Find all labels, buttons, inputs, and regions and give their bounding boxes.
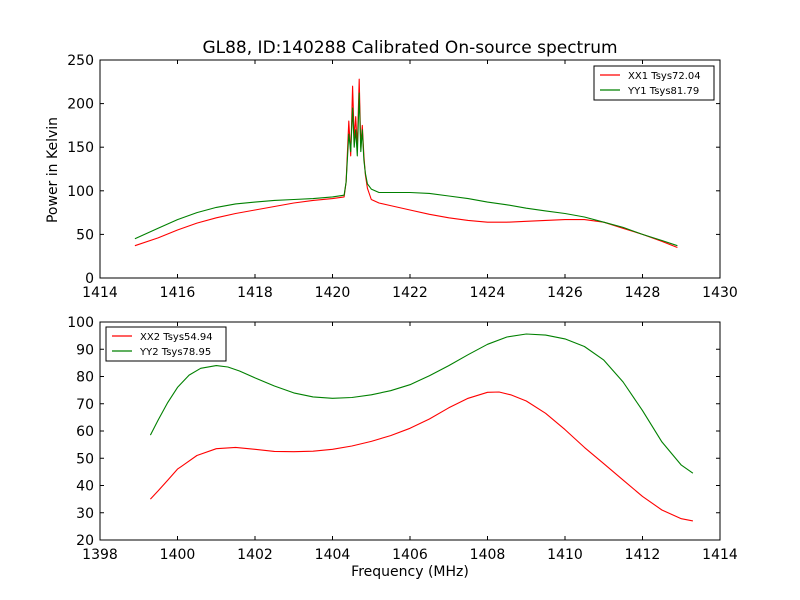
bottom-y-tick-label: 100 — [67, 315, 94, 331]
bottom-x-tick-label: 1410 — [547, 547, 583, 563]
top-y-tick-label: 0 — [85, 271, 94, 287]
bottom-x-tick-label: 1402 — [237, 547, 273, 563]
bottom-series-line-1 — [149, 391, 694, 522]
bottom-x-tick-label: 1414 — [702, 547, 738, 563]
bottom-x-tick-label: 1404 — [315, 547, 351, 563]
top-x-tick-label: 1430 — [702, 285, 738, 301]
top-x-tick-label: 1418 — [237, 285, 273, 301]
bottom-panel: 1398 1400 1402 1404 1406 1408 1410 1412 1414 20 30… — [67, 315, 738, 563]
top-x-tick-label: 1416 — [160, 285, 196, 301]
top-y-tick-label: 50 — [76, 227, 94, 243]
top-x-tick-label: 1428 — [625, 285, 661, 301]
bottom-x-tick-label: 1408 — [470, 547, 506, 563]
bottom-x-tick-label: 1412 — [625, 547, 661, 563]
top-x-tick-label: 1414 — [82, 285, 118, 301]
bottom-series-line-2 — [149, 333, 694, 474]
top-legend-label-2: YY1 Tsys81.79 — [627, 86, 699, 97]
bottom-y-tick-label: 20 — [76, 533, 94, 549]
bottom-x-tick-label: 1406 — [392, 547, 428, 563]
top-y-tick-label: 200 — [67, 97, 94, 113]
top-panel: 1414 1416 1418 1420 1422 1424 1426 1428 1430 0 50 1… — [67, 53, 738, 301]
top-y-axis-label: Power in Kelvin — [45, 117, 61, 223]
top-x-tick-label: 1424 — [470, 285, 506, 301]
top-y-tick-label: 100 — [67, 184, 94, 200]
top-x-tick-label: 1426 — [547, 285, 583, 301]
top-x-tick-label: 1420 — [315, 285, 351, 301]
top-y-tick-label: 250 — [67, 53, 94, 69]
chart-title: GL88, ID:140288 Calibrated On-source spe… — [202, 38, 617, 58]
bottom-y-tick-label: 70 — [76, 397, 94, 413]
bottom-legend-label-2: YY2 Tsys78.95 — [139, 347, 211, 358]
bottom-y-tick-label: 40 — [76, 479, 94, 495]
top-legend-box — [593, 65, 715, 101]
bottom-y-tick-label: 60 — [76, 424, 94, 440]
bottom-x-axis-label: Frequency (MHz) — [351, 564, 469, 580]
top-legend-label-1: XX1 Tsys72.04 — [628, 71, 701, 82]
bottom-x-tick-label: 1400 — [160, 547, 196, 563]
bottom-legend-label-1: XX2 Tsys54.94 — [140, 332, 213, 343]
bottom-x-tick-label: 1398 — [82, 547, 118, 563]
top-series-line-1 — [134, 78, 678, 249]
top-y-tick-label: 150 — [67, 140, 94, 156]
top-x-tick-label: 1422 — [392, 285, 428, 301]
bottom-y-tick-label: 50 — [76, 451, 94, 467]
bottom-y-tick-label: 80 — [76, 370, 94, 386]
bottom-y-tick-label: 30 — [76, 506, 94, 522]
top-series-line-2 — [134, 92, 678, 247]
bottom-y-tick-label: 90 — [76, 342, 94, 358]
bottom-legend-box — [105, 326, 227, 362]
